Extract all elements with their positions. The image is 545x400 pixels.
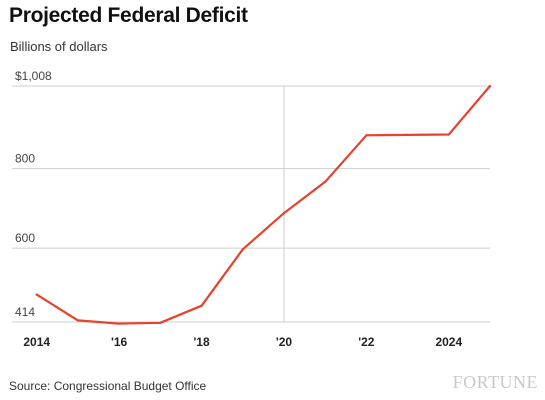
y-tick-label: 800 bbox=[15, 152, 35, 166]
grid-layer bbox=[12, 85, 490, 323]
x-tick-label: '16 bbox=[111, 335, 128, 349]
data-point bbox=[488, 84, 492, 88]
x-axis-labels: 2014 '16 '18 '20 '22 2024 bbox=[23, 335, 462, 349]
y-tick-label: 600 bbox=[15, 231, 35, 245]
brand-logo: FORTUNE bbox=[452, 372, 538, 392]
data-point bbox=[447, 133, 450, 136]
x-tick-label: '22 bbox=[358, 335, 375, 349]
x-tick-label: 2014 bbox=[23, 335, 50, 349]
x-tick-label: 2024 bbox=[435, 335, 462, 349]
chart-title: Projected Federal Deficit bbox=[9, 4, 248, 27]
data-point bbox=[365, 134, 368, 137]
data-point bbox=[35, 293, 38, 296]
data-point bbox=[324, 180, 327, 183]
x-tick-label: '20 bbox=[276, 335, 293, 349]
series-line bbox=[35, 84, 492, 325]
data-point bbox=[406, 133, 409, 136]
data-point bbox=[76, 319, 80, 322]
y-axis-labels: $1,008 800 600 414 bbox=[15, 69, 52, 319]
data-point bbox=[159, 321, 162, 324]
data-point bbox=[200, 304, 203, 307]
data-point bbox=[241, 248, 244, 251]
source-note: Source: Congressional Budget Office bbox=[9, 379, 207, 393]
y-tick-label: 414 bbox=[15, 305, 35, 319]
y-tick-label: $1,008 bbox=[15, 69, 52, 83]
data-point bbox=[118, 322, 121, 325]
data-point bbox=[282, 212, 286, 215]
series-layer bbox=[35, 84, 492, 325]
chart-subtitle: Billions of dollars bbox=[10, 39, 108, 54]
x-tick-label: '18 bbox=[193, 335, 210, 349]
